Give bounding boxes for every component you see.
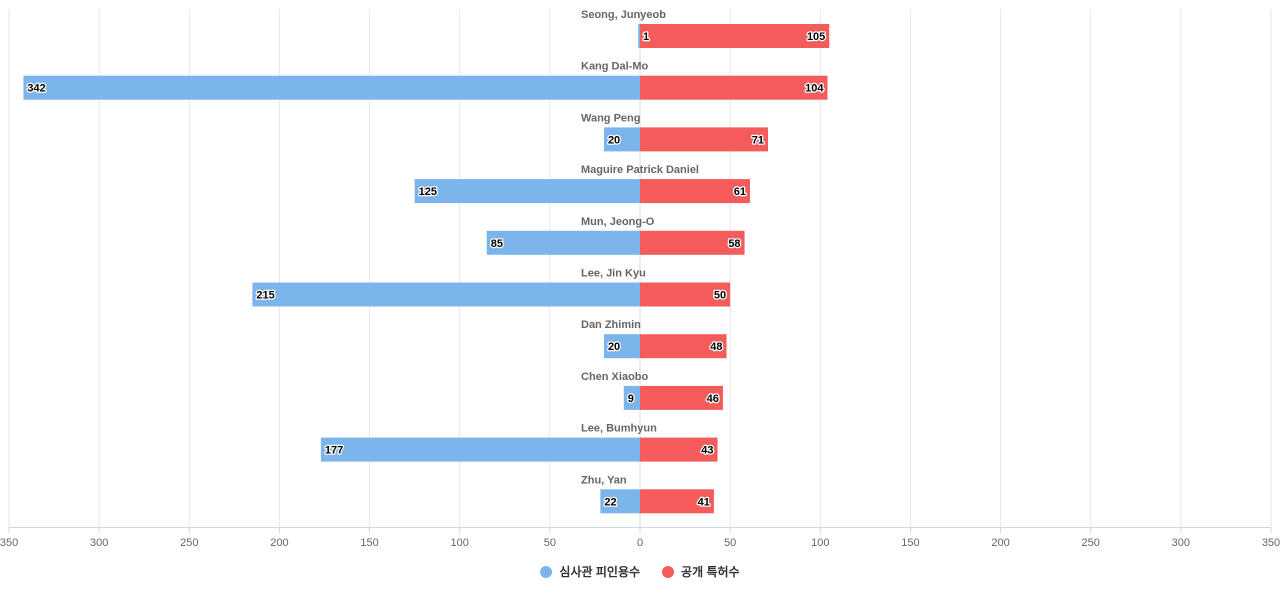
x-tick-label: 200 bbox=[270, 537, 288, 549]
data-label: 48 bbox=[710, 341, 722, 353]
bars bbox=[23, 24, 830, 514]
category-label: Kang Dal-Mo bbox=[581, 61, 649, 73]
x-tick-label: 250 bbox=[180, 537, 198, 549]
bar-right[interactable] bbox=[640, 282, 731, 307]
data-label: 43 bbox=[701, 445, 713, 457]
category-label: Mun, Jeong-O bbox=[581, 216, 655, 228]
x-tick-label: 100 bbox=[811, 537, 829, 549]
labels: Seong, Junyeob 1 105 Kang Dal-Mo 342 104 Wang … bbox=[26, 9, 826, 510]
x-tick-label: 300 bbox=[1172, 537, 1190, 549]
legend-marker-series-1 bbox=[662, 565, 675, 578]
x-tick-label: 200 bbox=[991, 537, 1009, 549]
data-label: 125 bbox=[419, 186, 437, 198]
data-label: 41 bbox=[698, 496, 710, 508]
x-tick-label: 300 bbox=[90, 537, 108, 549]
category-label: Lee, Jin Kyu bbox=[581, 268, 646, 280]
bar-left[interactable] bbox=[623, 385, 640, 410]
bar-left[interactable] bbox=[486, 230, 640, 255]
x-tick-label: 100 bbox=[451, 537, 469, 549]
data-label: 1 bbox=[643, 31, 649, 43]
data-label: 177 bbox=[325, 445, 343, 457]
x-tick-label: 50 bbox=[544, 537, 556, 549]
bar-right[interactable] bbox=[640, 127, 769, 152]
data-label: 61 bbox=[734, 186, 746, 198]
data-label: 50 bbox=[714, 290, 726, 302]
legend-item-series-0[interactable]: 심사관 피인용수 bbox=[540, 563, 640, 580]
category-label: Lee, Bumhyun bbox=[581, 423, 657, 435]
x-axis: 350 300 250 200 150 100 50 0 50 100 150 200 250 300 35… bbox=[0, 527, 1280, 549]
x-tick-label: 150 bbox=[901, 537, 919, 549]
x-tick-label: 250 bbox=[1082, 537, 1100, 549]
data-label: 342 bbox=[27, 83, 45, 95]
data-label: 85 bbox=[491, 238, 503, 250]
bar-right[interactable] bbox=[640, 179, 750, 204]
bar-right[interactable] bbox=[640, 385, 723, 410]
legend-item-series-1[interactable]: 공개 특허수 bbox=[662, 563, 740, 580]
data-label: 105 bbox=[807, 31, 825, 43]
bar-right[interactable] bbox=[640, 489, 714, 514]
bar-left[interactable] bbox=[600, 489, 640, 514]
x-tick-label: 0 bbox=[637, 537, 643, 549]
data-label: 46 bbox=[707, 393, 719, 405]
bar-left[interactable] bbox=[603, 334, 640, 359]
bar-left[interactable] bbox=[414, 179, 640, 204]
data-label: 20 bbox=[608, 341, 620, 353]
bar-right[interactable] bbox=[640, 230, 745, 255]
category-label: Maguire Patrick Daniel bbox=[581, 164, 699, 176]
bar-right[interactable] bbox=[640, 75, 828, 100]
legend-label-series-1: 공개 특허수 bbox=[681, 565, 740, 579]
bar-left[interactable] bbox=[320, 437, 640, 462]
bar-left[interactable] bbox=[638, 24, 640, 48]
category-label: Dan Zhimin bbox=[581, 319, 641, 331]
data-label: 104 bbox=[805, 83, 824, 95]
diverging-bar-chart: 350 300 250 200 150 100 50 0 50 100 150 200 250 300 35… bbox=[0, 9, 1280, 549]
data-label: 20 bbox=[608, 134, 620, 146]
data-label: 9 bbox=[628, 393, 634, 405]
legend-label-series-0: 심사관 피인용수 bbox=[559, 565, 641, 579]
x-tick-label: 350 bbox=[1262, 537, 1280, 549]
category-label: Zhu, Yan bbox=[581, 474, 627, 486]
data-label: 215 bbox=[256, 290, 274, 302]
x-tick-label: 350 bbox=[0, 537, 18, 549]
x-tick-label: 50 bbox=[724, 537, 736, 549]
bar-right[interactable] bbox=[640, 24, 830, 48]
data-label: 58 bbox=[728, 238, 740, 250]
legend: 심사관 피인용수 공개 특허수 bbox=[0, 563, 1280, 580]
x-tick-label: 150 bbox=[360, 537, 378, 549]
bar-left[interactable] bbox=[252, 282, 640, 307]
bar-left[interactable] bbox=[23, 75, 641, 100]
category-label: Chen Xiaobo bbox=[581, 371, 649, 383]
bar-right[interactable] bbox=[640, 334, 727, 359]
data-label: 71 bbox=[752, 134, 764, 146]
category-label: Seong, Junyeob bbox=[581, 9, 666, 21]
bar-left[interactable] bbox=[603, 127, 640, 152]
data-label: 22 bbox=[604, 496, 616, 508]
bar-right[interactable] bbox=[640, 437, 718, 462]
legend-marker-series-0 bbox=[540, 565, 553, 578]
category-label: Wang Peng bbox=[581, 112, 640, 124]
